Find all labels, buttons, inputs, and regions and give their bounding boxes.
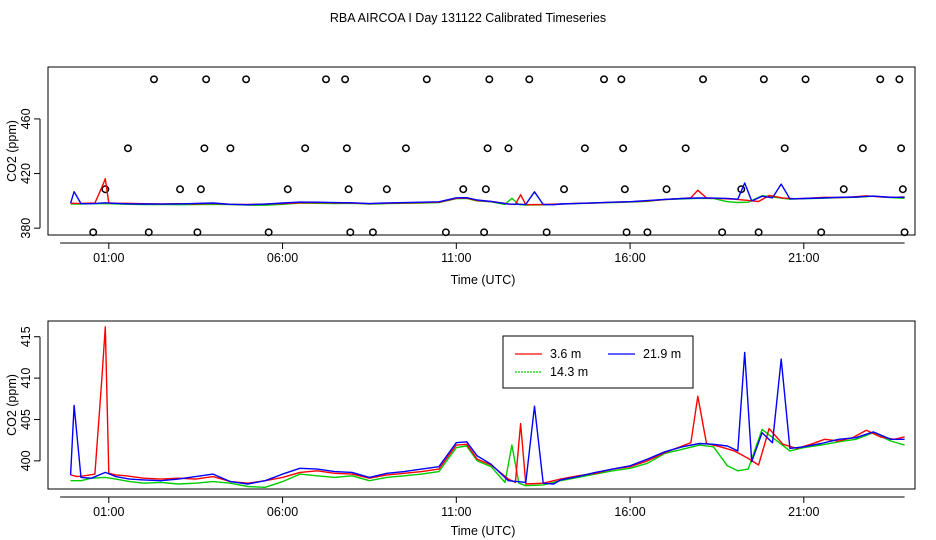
top-marker-circle <box>619 144 628 153</box>
bottom-y-tick-label: 405 <box>19 409 33 430</box>
top-marker-circle <box>600 75 608 84</box>
bottom-x-tick-label: 01:00 <box>93 505 124 519</box>
top-marker-circle <box>264 228 273 237</box>
legend: 3.6 m 21.9 m 14.3 m <box>502 335 694 389</box>
legend-label-21-9m: 21.9 m <box>643 347 681 361</box>
top-marker-circle <box>560 185 568 194</box>
top-marker-circle <box>342 144 351 153</box>
bottom-y-tick-label: 415 <box>19 326 33 347</box>
top-marker-circle <box>344 185 353 194</box>
bottom-y-axis: 400 405 410 415 <box>19 326 41 471</box>
bottom-series-line-14-3-m <box>70 428 905 488</box>
figure-title: RBA AIRCOA I Day 131122 Calibrated Times… <box>330 11 606 25</box>
top-marker-circle <box>483 144 492 153</box>
top-marker-circle <box>643 228 652 237</box>
top-marker-circle <box>622 228 631 237</box>
top-y-tick-label: 380 <box>19 218 33 239</box>
top-marker-circle <box>900 228 909 237</box>
top-x-tick-label: 06:00 <box>267 251 298 265</box>
top-x-axis: 01:00 06:00 11:00 16:00 21:00 <box>60 242 905 265</box>
top-marker-circle <box>196 185 205 194</box>
top-marker-circle <box>485 75 494 84</box>
bottom-y-axis-label: CO2 (ppm) <box>5 374 19 436</box>
top-marker-circle <box>341 75 350 84</box>
top-marker-circle <box>150 75 158 84</box>
top-marker-circle <box>780 144 789 153</box>
top-marker-circle <box>681 144 690 153</box>
bottom-x-tick-label: 21:00 <box>788 505 819 519</box>
top-marker-circle <box>401 144 410 153</box>
top-marker-circle <box>754 228 763 237</box>
top-marker-circle <box>322 75 330 84</box>
top-marker-layer <box>89 75 909 237</box>
legend-label-14-3m: 14.3 m <box>550 365 588 379</box>
top-marker-circle <box>283 185 292 194</box>
top-marker-circle <box>89 228 98 237</box>
top-x-tick-label: 21:00 <box>788 251 819 265</box>
top-marker-circle <box>839 185 848 194</box>
bottom-x-axis-label: Time (UTC) <box>451 524 516 538</box>
top-marker-circle <box>876 75 885 84</box>
top-marker-circle <box>242 75 251 84</box>
top-marker-circle <box>620 185 629 194</box>
bottom-x-tick-label: 11:00 <box>441 505 471 519</box>
top-marker-circle <box>481 185 490 194</box>
bottom-y-tick-label: 400 <box>19 450 33 471</box>
top-marker-circle <box>382 185 391 194</box>
top-marker-circle <box>895 75 904 84</box>
top-marker-circle <box>504 144 513 153</box>
top-y-axis: 380 420 460 <box>19 108 41 239</box>
top-x-tick-label: 01:00 <box>93 251 124 265</box>
top-marker-circle <box>459 185 468 194</box>
top-marker-circle <box>858 144 867 153</box>
top-marker-circle <box>441 228 450 237</box>
top-marker-circle <box>718 228 727 237</box>
bottom-plot-frame <box>47 320 916 490</box>
bottom-series-line-3-6-m <box>70 326 905 485</box>
top-marker-circle <box>123 144 132 153</box>
top-marker-circle <box>580 144 589 153</box>
top-marker-circle <box>226 144 235 153</box>
top-marker-circle <box>897 144 906 153</box>
top-series-line-21-9-m <box>69 182 905 206</box>
top-marker-circle <box>542 228 551 237</box>
top-marker-circle <box>817 228 826 237</box>
top-marker-circle <box>301 144 310 153</box>
bottom-x-tick-label: 16:00 <box>614 505 645 519</box>
bottom-x-axis: 01:00 06:00 11:00 16:00 21:00 <box>60 496 905 519</box>
top-panel: 01:00 06:00 11:00 16:00 21:00 380 420 460 Time… <box>5 66 916 287</box>
top-x-axis-label: Time (UTC) <box>451 273 516 287</box>
top-marker-circle <box>898 185 907 194</box>
top-marker-circle <box>662 185 671 194</box>
top-marker-circle <box>176 185 184 194</box>
top-marker-circle <box>368 228 377 237</box>
top-marker-circle <box>193 228 202 237</box>
top-marker-circle <box>480 228 489 237</box>
top-y-tick-label: 420 <box>19 163 33 184</box>
bottom-series-line-21-9-m <box>69 351 905 485</box>
top-x-tick-label: 16:00 <box>614 251 645 265</box>
bottom-y-tick-label: 410 <box>19 368 33 389</box>
legend-label-3-6m: 3.6 m <box>550 347 581 361</box>
top-marker-circle <box>699 75 707 84</box>
legend-box <box>502 335 694 389</box>
top-marker-circle <box>759 75 768 84</box>
bottom-panel: 01:00 06:00 11:00 16:00 21:00 400 405 410 415 T… <box>5 320 916 538</box>
top-marker-circle <box>801 75 810 84</box>
top-y-axis-label: CO2 (ppm) <box>5 120 19 182</box>
top-marker-circle <box>346 228 355 237</box>
bottom-series-layer <box>69 326 905 488</box>
top-x-tick-label: 11:00 <box>441 251 471 265</box>
top-marker-circle <box>422 75 431 84</box>
top-marker-circle <box>525 75 534 84</box>
top-marker-circle <box>101 185 110 194</box>
top-marker-circle <box>200 144 209 153</box>
top-marker-circle <box>144 228 153 237</box>
top-y-tick-label: 460 <box>19 108 33 129</box>
top-series-layer <box>69 177 905 206</box>
bottom-x-tick-label: 06:00 <box>267 505 298 519</box>
top-marker-circle <box>617 75 626 84</box>
top-marker-circle <box>202 75 211 84</box>
